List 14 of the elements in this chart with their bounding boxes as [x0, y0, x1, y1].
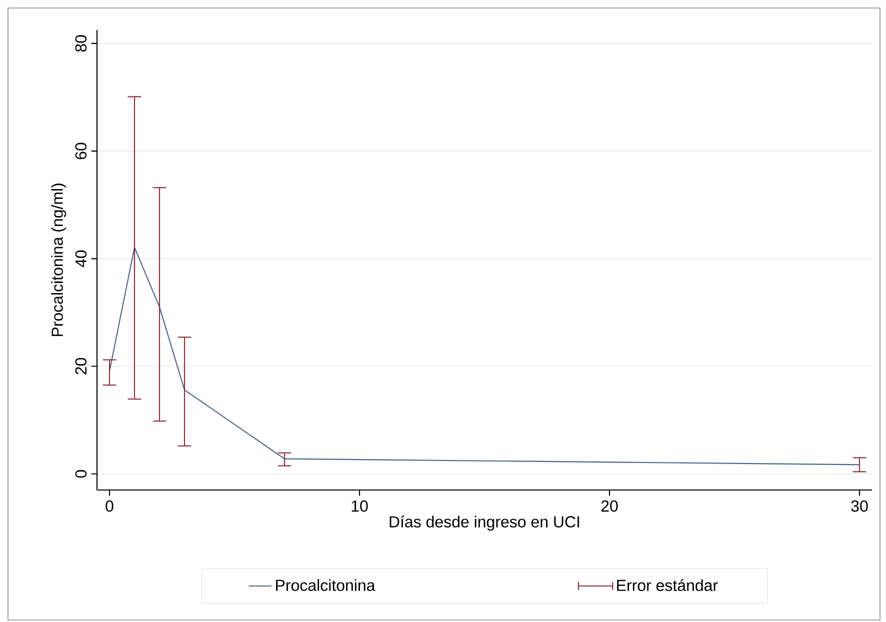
y-tick-label: 80: [75, 35, 87, 52]
y-tick-label: 40: [75, 250, 87, 268]
y-tick-label: 60: [75, 142, 87, 160]
x-tick-label: 30: [851, 500, 868, 512]
x-tick-label: 0: [106, 500, 114, 512]
y-axis-title: Procalcitonina (ng/ml): [51, 184, 66, 336]
y-tick-label: 20: [75, 358, 87, 374]
x-tick-label: 10: [352, 500, 368, 512]
y-tick-label: 0: [75, 470, 87, 478]
line-series: [108, 246, 860, 466]
text: Error estándar: [617, 579, 718, 592]
legend-label: Procalcitonina: [276, 579, 376, 591]
x-tick-label: 20: [601, 500, 618, 512]
x-axis-title: Días desde ingreso en UCI: [390, 516, 580, 531]
